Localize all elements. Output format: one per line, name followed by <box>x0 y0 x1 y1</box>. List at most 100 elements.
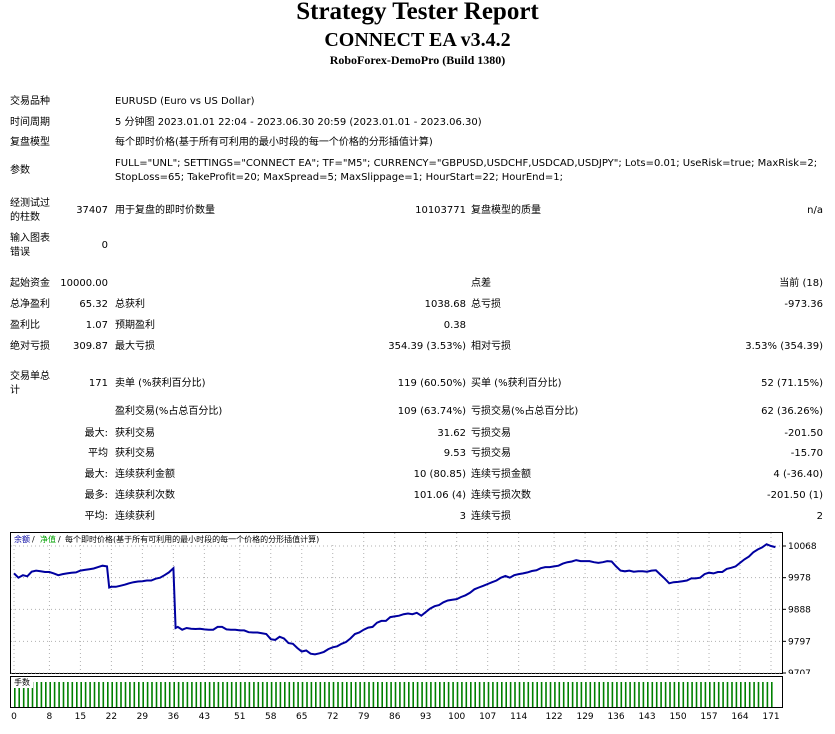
volume-bar <box>714 682 716 707</box>
volume-bar <box>306 682 308 707</box>
volume-bar <box>36 682 38 707</box>
average-prefix: 平均 <box>60 448 108 460</box>
volume-label: 手数 <box>14 677 30 687</box>
volume-bar <box>187 682 189 707</box>
volume-bar <box>58 682 60 707</box>
chart-frame <box>11 533 783 674</box>
volume-bar <box>182 682 184 707</box>
quality-label: 复盘模型的质量 <box>471 205 541 217</box>
volume-bar <box>643 682 645 707</box>
volume-bar <box>85 682 87 707</box>
loss-trades-label: 亏损交易(%占总百分比) <box>471 406 578 418</box>
volume-bar <box>612 682 614 707</box>
volume-bar <box>430 682 432 707</box>
expected-payoff-label: 预期盈利 <box>115 320 155 332</box>
volume-bar <box>324 682 326 707</box>
model-value: 每个即时价格(基于所有可利用的最小时段的每一个价格的分形插值计算) <box>115 137 433 149</box>
x-tick-label: 86 <box>389 712 400 722</box>
volume-bar <box>559 682 561 707</box>
volume-bar <box>200 682 202 707</box>
volume-bar <box>691 682 693 707</box>
x-tick-label: 157 <box>700 712 717 722</box>
balance-chart: 余额 / 净值 / 每个即时价格(基于所有可利用的最小时段的每一个价格的分形插值… <box>10 532 830 674</box>
volume-bar <box>656 682 658 707</box>
volume-bar <box>678 682 680 707</box>
volume-bar <box>196 682 198 707</box>
most-consecutive-prefix: 最多: <box>60 490 108 502</box>
volume-bar <box>231 682 233 707</box>
volume-bar <box>492 682 494 707</box>
volume-bar <box>634 682 636 707</box>
volume-bar <box>89 682 91 707</box>
params-line-1: FULL="UNL"; SETTINGS="CONNECT EA"; TF="M… <box>115 158 817 170</box>
gross-loss-label: 总亏损 <box>471 299 501 311</box>
x-tick-label: 122 <box>545 712 562 722</box>
volume-bar <box>258 682 260 707</box>
average-consecutive-wins-label: 连续获利 <box>115 511 155 523</box>
volume-bar <box>669 682 671 707</box>
volume-bar <box>435 682 437 707</box>
volume-bar <box>461 682 463 707</box>
largest-profit-value: 31.62 <box>380 428 466 440</box>
volume-bar <box>359 682 361 707</box>
profit-factor-value: 1.07 <box>60 320 108 332</box>
volume-bar <box>377 682 379 707</box>
y-tick-label: 10068 <box>788 542 817 552</box>
volume-bar <box>514 682 516 707</box>
volume-bar <box>771 682 773 707</box>
volume-bar <box>625 682 627 707</box>
relative-drawdown-value: 3.53% (354.39) <box>700 341 823 353</box>
average-consecutive-wins-value: 3 <box>380 511 466 523</box>
volume-bar <box>629 682 631 707</box>
volume-bar <box>266 682 268 707</box>
volume-bar <box>156 682 158 707</box>
x-tick-label: 164 <box>731 712 748 722</box>
most-consecutive-losses-value: -201.50 (1) <box>700 490 823 502</box>
y-tick-label: 9707 <box>788 669 811 674</box>
x-tick-label: 129 <box>576 712 593 722</box>
volume-bar <box>585 682 587 707</box>
largest-loss-value: -201.50 <box>700 428 823 440</box>
absolute-drawdown-value: 309.87 <box>60 341 108 353</box>
volume-bar <box>709 682 711 707</box>
volume-bar <box>572 682 574 707</box>
profit-trades-label: 盈利交易(%占总百分比) <box>115 406 222 418</box>
volume-bar <box>718 682 720 707</box>
average-profit-value: 9.53 <box>380 448 466 460</box>
most-consecutive-wins-value: 101.06 (4) <box>380 490 466 502</box>
volume-bar <box>510 682 512 707</box>
volume-bar <box>373 682 375 707</box>
volume-bar <box>169 682 171 707</box>
volume-bar <box>364 682 366 707</box>
volume-bar <box>213 682 215 707</box>
profit-trades-value: 109 (63.74%) <box>380 406 466 418</box>
volume-bar <box>262 682 264 707</box>
volume-bar <box>412 682 414 707</box>
volume-bar <box>762 682 764 707</box>
max-drawdown-label: 最大亏损 <box>115 341 155 353</box>
spread-label: 点差 <box>471 278 491 290</box>
x-tick-label: 93 <box>420 712 431 722</box>
volume-bar <box>165 682 167 707</box>
volume-bar <box>621 682 623 707</box>
volume-bar <box>103 682 105 707</box>
net-profit-value: 65.32 <box>60 299 108 311</box>
legend-sep-1: / <box>32 535 35 544</box>
volume-bar <box>399 682 401 707</box>
volume-bar <box>350 682 352 707</box>
average-consecutive-losses-value: 2 <box>700 511 823 523</box>
x-tick-label: 15 <box>75 712 86 722</box>
volume-bar <box>488 682 490 707</box>
volume-bar <box>116 682 118 707</box>
volume-bar <box>315 682 317 707</box>
volume-bar <box>594 682 596 707</box>
volume-bar <box>111 682 113 707</box>
volume-bar <box>474 682 476 707</box>
volume-bar <box>381 682 383 707</box>
average-loss-value: -15.70 <box>700 448 823 460</box>
max-consecutive-prefix: 最大: <box>60 469 108 481</box>
quality-value: n/a <box>760 205 823 217</box>
volume-bar <box>753 682 755 707</box>
most-consecutive-losses-label: 连续亏损次数 <box>471 490 531 502</box>
absolute-drawdown-label: 绝对亏损 <box>10 341 50 353</box>
